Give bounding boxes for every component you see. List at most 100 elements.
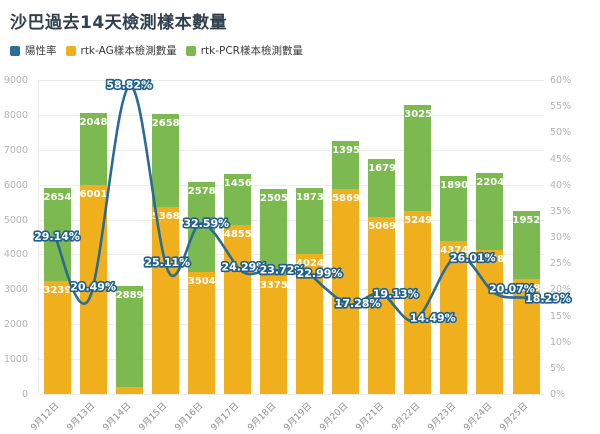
legend-label: rtk-AG樣本檢測數量 — [80, 45, 177, 57]
bar-rtk-pcr-segment[interactable]: 2654 — [43, 188, 72, 281]
bar-value-label: 5869 — [332, 193, 360, 205]
gridline — [39, 80, 544, 81]
bar-rtk-pcr-segment[interactable]: 1952 — [512, 210, 541, 279]
legend-item-rtk-pcr[interactable]: rtk-PCR樣本檢測數量 — [185, 43, 303, 58]
rate-label: 25.11% — [144, 256, 190, 269]
left-axis-tick-label: 8000 — [3, 109, 28, 121]
rate-label: 18.29% — [525, 292, 571, 305]
gridline — [39, 324, 544, 326]
bar-value-label: 4024 — [296, 257, 324, 269]
bar-rtk-pcr-segment[interactable]: 2505 — [260, 188, 288, 277]
bar-value-label: 2578 — [187, 185, 216, 197]
bar-rtk-pcr-segment[interactable]: 2204 — [476, 172, 505, 250]
right-axis-tick-label: 60% — [550, 75, 572, 86]
rate-label: 24.29% — [221, 260, 267, 273]
legend-swatch-blue — [10, 45, 20, 56]
rate-label: 20.49% — [70, 280, 116, 293]
right-axis-tick-label: 35% — [550, 205, 572, 217]
legend: 陽性率 rtk-AG樣本檢測數量 rtk-PCR樣本檢測數量 — [10, 43, 303, 58]
bar-value-label: 5069 — [368, 221, 397, 233]
rate-label: 20.07% — [489, 283, 535, 296]
gridline — [39, 114, 544, 116]
bar-value-label: 2204 — [476, 176, 505, 188]
gridline — [39, 219, 544, 221]
legend-label: 陽性率 — [25, 45, 57, 57]
bar-rtk-ag-segment[interactable]: 4024 — [296, 253, 324, 394]
bar-rtk-ag-segment[interactable]: 5869 — [332, 189, 360, 394]
bar-value-label: 4138 — [476, 253, 505, 265]
legend-item-rtk-ag[interactable]: rtk-AG樣本檢測數量 — [65, 43, 177, 58]
bar-value-label: 1952 — [512, 214, 541, 226]
bar-rtk-pcr-segment[interactable]: 1395 — [332, 140, 360, 190]
rate-label: 58.82% — [106, 79, 152, 92]
bar-rtk-pcr-segment[interactable]: 1679 — [368, 158, 397, 218]
right-axis-tick-label: 15% — [550, 310, 572, 322]
bar-value-label: 2658 — [151, 118, 180, 130]
bar-rtk-pcr-segment[interactable]: 2048 — [79, 113, 108, 185]
rate-label: 19.13% — [373, 287, 419, 300]
bar-value-label: 4855 — [223, 228, 252, 240]
rate-label: 32.59% — [183, 217, 229, 230]
bar-rtk-pcr-segment[interactable]: 1456 — [223, 173, 252, 225]
bar-value-label: 3504 — [187, 275, 216, 287]
bar-rtk-ag-segment[interactable]: 3239 — [43, 281, 72, 394]
bar-value-label: 1456 — [223, 177, 252, 189]
bar-value-label: 1395 — [332, 144, 360, 156]
rate-label: 14.49% — [410, 312, 456, 325]
bar-value-label: 3375 — [260, 280, 288, 292]
legend-label: rtk-PCR樣本檢測數量 — [200, 45, 303, 57]
bar-value-label: 2889 — [115, 290, 144, 302]
bar-rtk-pcr-segment[interactable]: 3025 — [404, 105, 432, 211]
right-axis-tick-label: 55% — [550, 101, 572, 113]
bar-rtk-pcr-segment[interactable]: 1873 — [296, 188, 324, 254]
bar-rtk-ag-segment[interactable]: 3375 — [260, 276, 288, 394]
bar-rtk-ag-segment[interactable]: 3504 — [187, 271, 216, 394]
bar-rtk-pcr-segment[interactable]: 2578 — [187, 181, 216, 272]
gridline — [39, 184, 544, 186]
legend-item-positivity-rate[interactable]: 陽性率 — [10, 43, 57, 58]
bar-rtk-ag-segment[interactable] — [115, 387, 143, 394]
right-axis-tick-label: 50% — [550, 127, 572, 139]
right-axis-tick-label: 30% — [550, 232, 572, 243]
gridline — [39, 394, 544, 395]
bar-value-label: 3239 — [43, 285, 72, 296]
bar-value-label: 4374 — [440, 245, 469, 257]
bar-rtk-ag-segment[interactable]: 5368 — [151, 206, 180, 394]
bar-value-label: 5249 — [404, 214, 433, 226]
bar-rtk-pcr-segment[interactable]: 2658 — [151, 114, 180, 207]
rate-label: 23.72% — [260, 263, 306, 276]
bar-value-label: 6001 — [79, 188, 108, 200]
legend-swatch-yellow — [65, 45, 76, 56]
bar-value-label: 1679 — [368, 162, 397, 174]
bar-rtk-pcr-segment[interactable]: 1890 — [440, 175, 469, 242]
bar-rtk-ag-segment[interactable]: 4138 — [476, 249, 505, 394]
gridline — [39, 359, 544, 361]
left-axis-tick-label: 1000 — [3, 354, 28, 366]
left-axis-tick-label: 2000 — [3, 319, 28, 331]
gridline — [39, 149, 544, 151]
right-axis-tick-label: 25% — [550, 258, 572, 270]
gridline — [39, 254, 544, 256]
bar-rtk-pcr-segment[interactable]: 2889 — [115, 286, 144, 387]
bar-value-label: 5368 — [151, 210, 180, 222]
chart-title: 沙巴過去14天檢測樣本數量 — [10, 13, 228, 33]
x-axis-tick-label: 9月12日 — [29, 401, 62, 434]
left-axis-tick-label: 3000 — [3, 284, 28, 296]
bar-value-label: 2654 — [43, 192, 72, 204]
bar-value-label: 1873 — [296, 192, 324, 204]
bar-value-label: 2048 — [79, 117, 108, 129]
bar-rtk-ag-segment[interactable]: 5069 — [368, 217, 397, 394]
positivity-rate-line-layer: 29.14% 20.49% 58.82% 25.11% 32.59% 24.29%23.7… — [32, 77, 572, 326]
positivity-rate-line[interactable] — [55, 84, 528, 323]
legend-swatch-green — [185, 45, 196, 56]
right-axis-tick-label: 45% — [550, 153, 572, 165]
bar-value-label: 1890 — [440, 179, 469, 191]
bar-rtk-ag-segment[interactable]: 4374 — [440, 241, 469, 394]
rate-label: 26.01% — [450, 251, 496, 264]
bar-value-label: 2505 — [260, 192, 288, 204]
left-axis-tick-label: 6000 — [3, 179, 28, 191]
right-axis-tick-label: 10% — [550, 336, 572, 348]
bar-value-label: 3308 — [512, 282, 541, 294]
rate-label: 29.14% — [34, 230, 80, 243]
